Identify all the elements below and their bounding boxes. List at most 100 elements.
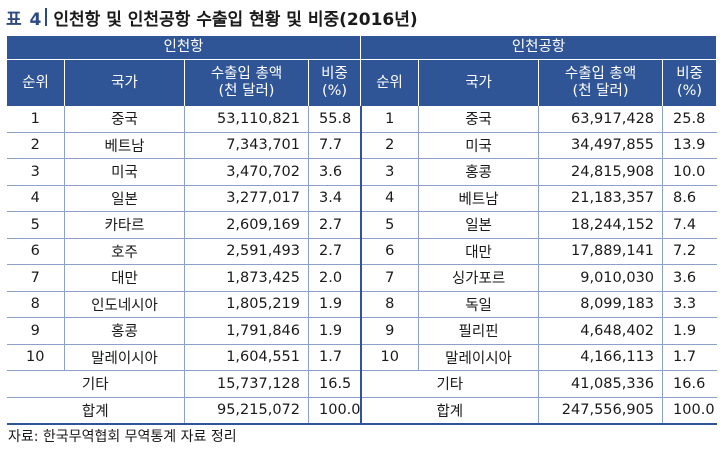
cell-share: 2.7 [307,211,361,239]
cell-share: 2.7 [307,238,361,265]
cell-amount: 53,110,821 [184,106,309,133]
cell-rank: 3 [6,158,65,186]
cell-country: 베트남 [418,185,539,212]
col-share: 비중 (%) [662,59,718,106]
table-title: 인천항 및 인천공항 수출입 현황 및 비중(2016년) [53,9,418,30]
cell-rank: 1 [6,106,65,133]
cell-amount: 7,343,701 [184,132,309,159]
cell-rank: 8 [359,291,419,318]
cell-share: 10.0 [662,158,717,186]
others-share: 16.6 [662,370,717,398]
cell-country: 중국 [64,106,185,133]
col-country: 국가 [64,59,185,106]
source-note: 자료: 한국무역협회 무역통계 자료 정리 [8,429,237,445]
cell-rank: 8 [6,291,65,318]
column-header-row: 순위 국가 수출입 총액 (천 달러) 비중 (%) 순위 국가 수출입 총액 (천 … [6,59,718,106]
cell-rank: 1 [359,106,419,133]
cell-amount: 8,099,183 [538,291,663,318]
cell-share: 1.7 [307,344,361,371]
total-amount: 95,215,072 [184,397,309,425]
cell-rank: 2 [6,132,65,159]
col-share-line1: 비중 [321,66,348,82]
cell-share: 7.4 [662,211,717,239]
table-row: 7 대만 1,873,425 2.0 7 싱가포르 9,010,030 3.6 [6,264,717,292]
col-amount-line1: 수출입 총액 [210,66,283,82]
cell-amount: 2,609,169 [184,211,309,239]
cell-amount: 21,183,357 [538,185,663,212]
col-amount-line2: (천 달러) [218,83,275,99]
cell-share: 2.0 [307,264,361,292]
cell-rank: 6 [359,238,419,265]
group-header-incheon-port: 인천항 [5,36,362,60]
cell-rank: 9 [6,317,65,345]
cell-rank: 2 [359,132,419,159]
others-label: 기타 [6,370,185,398]
col-rank: 순위 [6,59,65,106]
cell-share: 1.9 [307,317,361,345]
cell-country: 일본 [418,211,539,239]
table-row: 10 말레이시아 1,604,551 1.7 10 말레이시아 4,166,11… [6,344,717,371]
cell-country: 미국 [64,158,185,186]
table-row: 3 미국 3,470,702 3.6 3 홍콩 24,815,908 10.0 [6,158,717,186]
cell-amount: 34,497,855 [538,132,663,159]
total-label: 합계 [6,397,185,425]
caption-separator [45,8,48,26]
cell-amount: 9,010,030 [538,264,663,292]
cell-rank: 4 [6,185,65,212]
cell-amount: 3,470,702 [184,158,309,186]
trade-table: 인천항 인천공항 순위 국가 수출입 총액 (천 달러) 비중 (%) 순위 국가 … [5,36,718,425]
col-country: 국가 [418,59,540,106]
cell-share: 3.6 [307,158,361,186]
total-share: 100.0 [662,397,717,425]
cell-rank: 4 [359,185,419,212]
col-amount-line1: 수출입 총액 [564,66,637,82]
others-share: 16.5 [307,370,361,398]
cell-country: 홍콩 [418,158,539,186]
cell-amount: 4,166,113 [538,344,663,371]
cell-amount: 24,815,908 [538,158,663,186]
others-amount: 15,737,128 [184,370,309,398]
others-amount: 41,085,336 [538,370,663,398]
others-row: 기타 15,737,128 16.5 기타 41,085,336 16.6 [6,370,717,398]
cell-country: 호주 [64,238,185,265]
cell-share: 3.3 [662,291,717,318]
cell-country: 일본 [64,185,185,212]
cell-country: 독일 [418,291,539,318]
group-header-row: 인천항 인천공항 [5,36,718,60]
cell-country: 필리핀 [418,317,539,345]
cell-country: 말레이시아 [64,344,185,371]
col-amount: 수출입 총액 (천 달러) [184,59,309,106]
cell-rank: 3 [359,158,419,186]
cell-rank: 10 [359,344,419,371]
cell-amount: 4,648,402 [538,317,663,345]
cell-amount: 1,805,219 [184,291,309,318]
cell-country: 카타르 [64,211,185,239]
cell-rank: 5 [359,211,419,239]
cell-share: 3.4 [307,185,361,212]
cell-country: 중국 [418,106,539,133]
col-share-line2: (%) [321,83,348,99]
col-share: 비중 (%) [307,59,362,106]
cell-share: 1.7 [662,344,717,371]
cell-amount: 17,889,141 [538,238,663,265]
cell-country: 싱가포르 [418,264,539,292]
cell-share: 7.2 [662,238,717,265]
table-number-label: 표 4 [6,9,43,30]
cell-amount: 1,791,846 [184,317,309,345]
cell-amount: 63,917,428 [538,106,663,133]
total-amount: 247,556,905 [538,397,663,425]
cell-amount: 1,604,551 [184,344,309,371]
col-amount-line2: (천 달러) [572,83,629,99]
table-row: 6 호주 2,591,493 2.7 6 대만 17,889,141 7.2 [6,238,717,265]
cell-rank: 6 [6,238,65,265]
cell-country: 홍콩 [64,317,185,345]
cell-amount: 2,591,493 [184,238,309,265]
cell-country: 베트남 [64,132,185,159]
cell-rank: 7 [6,264,65,292]
cell-rank: 10 [6,344,65,371]
others-label: 기타 [359,370,539,398]
total-row: 합계 95,215,072 100.0 합계 247,556,905 100.0 [6,397,717,425]
table-row: 8 인도네시아 1,805,219 1.9 8 독일 8,099,183 3.3 [6,291,717,318]
cell-rank: 9 [359,317,419,345]
cell-share: 1.9 [662,317,717,345]
